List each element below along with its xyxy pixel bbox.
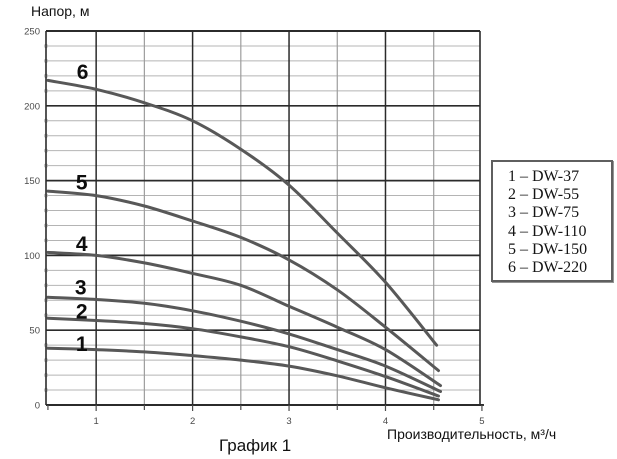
curve-number-label-4: 4 xyxy=(76,233,88,256)
legend-entry: 6 – DW-220 xyxy=(508,259,588,277)
legend-entry: 5 – DW-150 xyxy=(508,240,588,258)
x-axis-title: Производительность, м³/ч xyxy=(387,426,557,442)
y-tick-label: 0 xyxy=(35,401,40,412)
curve-number-label-6: 6 xyxy=(77,61,89,84)
y-tick-label: 50 xyxy=(29,326,40,337)
curve-DW-220 xyxy=(46,78,439,347)
x-tick-label: 2 xyxy=(190,416,195,427)
grid-major xyxy=(46,31,480,405)
axes xyxy=(45,30,484,406)
legend-entry: 3 – DW-75 xyxy=(508,204,580,222)
x-tick-labels: 1 2 3 4 5 xyxy=(94,416,485,427)
curve-number-label-5: 5 xyxy=(76,172,88,195)
y-tick-label: 100 xyxy=(24,251,40,262)
curve-number-label-3: 3 xyxy=(75,276,87,299)
legend-entry: 4 – DW-110 xyxy=(508,222,587,240)
legend-box: 1 – DW-37 2 – DW-55 3 – DW-75 4 – DW-110 5 –… xyxy=(491,160,613,282)
y-tick-label: 200 xyxy=(24,101,40,112)
x-tick-label: 5 xyxy=(479,416,484,427)
y-axis-title: Напор, м xyxy=(31,3,90,19)
curve-DW-55 xyxy=(46,316,440,398)
x-ticks xyxy=(47,405,483,411)
y-tick-label: 150 xyxy=(24,176,40,187)
curve-DW-37 xyxy=(46,346,440,402)
chart-caption: График 1 xyxy=(219,436,292,455)
curve-DW-110 xyxy=(46,250,442,388)
legend-entry: 1 – DW-37 xyxy=(508,168,580,185)
y-tick-labels: 0 50 100 150 200 250 xyxy=(24,27,40,412)
curve-number-label-1: 1 xyxy=(76,333,88,356)
curve-DW-75 xyxy=(46,295,442,393)
legend-list: 1 – DW-37 2 – DW-55 3 – DW-75 4 – DW-110 5 –… xyxy=(493,162,611,277)
x-tick-label: 4 xyxy=(383,416,388,427)
y-tick-label: 250 xyxy=(24,27,40,38)
curve-DW-150 xyxy=(46,189,440,373)
x-tick-label: 1 xyxy=(94,416,99,427)
x-tick-label: 3 xyxy=(286,416,291,427)
legend-entry: 2 – DW-55 xyxy=(508,186,580,204)
curve-number-label-2: 2 xyxy=(76,300,88,323)
